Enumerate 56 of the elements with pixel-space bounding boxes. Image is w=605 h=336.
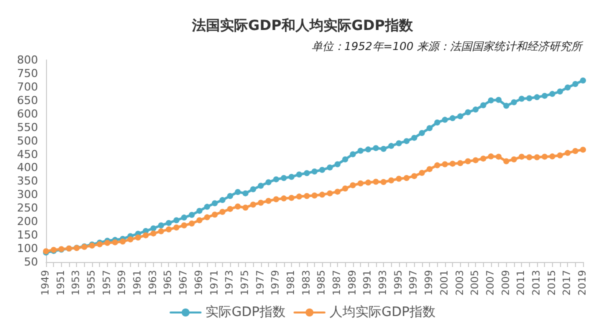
x-tick-label: 1999 xyxy=(424,270,436,296)
x-tick-label: 2013 xyxy=(531,270,542,296)
x-tick-label: 1983 xyxy=(301,270,312,296)
y-tick-label: 400 xyxy=(17,161,38,174)
x-tick-label: 2007 xyxy=(485,270,496,296)
y-tick-label: 750 xyxy=(17,66,38,80)
x-tick-label: 1961 xyxy=(132,270,144,296)
x-tick-label: 1971 xyxy=(209,270,220,296)
x-tick-label: 1955 xyxy=(86,270,98,296)
x-tick-label: 1963 xyxy=(148,270,159,296)
y-tick-label: 650 xyxy=(17,94,38,107)
x-tick-label: 1987 xyxy=(332,270,344,296)
legend-label: 人均实际GDP指数 xyxy=(330,305,436,320)
x-tick-label: 1949 xyxy=(40,270,52,296)
chart-title: 法国实际GDP和人均实际GDP指数 xyxy=(191,17,414,34)
y-tick-label: 50 xyxy=(24,256,38,268)
x-tick-label: 1977 xyxy=(255,270,266,296)
x-tick-label: 1975 xyxy=(240,270,251,296)
x-tick-label: 1995 xyxy=(393,270,404,296)
x-tick-label: 2011 xyxy=(516,270,528,296)
x-tick-label: 2003 xyxy=(454,270,466,296)
y-tick-label: 500 xyxy=(17,134,38,148)
legend-label: 实际GDP指数 xyxy=(206,305,286,320)
y-tick-label: 550 xyxy=(17,120,38,134)
y-tick-label: 700 xyxy=(17,80,38,94)
x-tick-label: 1953 xyxy=(71,270,82,296)
x-tick-label: 1991 xyxy=(362,270,374,296)
y-tick-label: 200 xyxy=(17,215,38,228)
x-tick-label: 1973 xyxy=(224,270,236,296)
x-tick-label: 2009 xyxy=(500,270,512,296)
y-tick-label: 300 xyxy=(17,188,38,202)
y-tick-label: 600 xyxy=(17,107,38,120)
x-tick-label: 2001 xyxy=(439,270,450,296)
x-tick-label: 2019 xyxy=(578,270,588,296)
x-tick-label: 2015 xyxy=(546,270,558,296)
x-tick-label: 1959 xyxy=(117,270,128,296)
x-tick-label: 1985 xyxy=(316,270,328,296)
x-tick-label: 1993 xyxy=(378,270,390,296)
y-tick-label: 100 xyxy=(17,242,38,256)
x-tick-label: 1951 xyxy=(56,270,67,296)
x-tick-label: 1981 xyxy=(286,270,297,296)
x-tick-label: 2017 xyxy=(562,270,574,296)
chart-subtitle: 单位：1952年=100 来源：法国国家统计和经济研究所 xyxy=(311,40,584,53)
y-tick-label: 350 xyxy=(17,174,38,188)
x-tick-label: 1965 xyxy=(163,270,174,296)
y-tick-label: 450 xyxy=(17,148,38,161)
x-tick-label: 1969 xyxy=(194,270,205,296)
y-tick-label: 150 xyxy=(17,228,38,242)
y-tick-label: 800 xyxy=(17,54,38,66)
x-tick-label: 1989 xyxy=(347,270,358,296)
x-tick-label: 2005 xyxy=(470,270,482,296)
x-tick-label: 1979 xyxy=(270,270,282,296)
x-tick-label: 1997 xyxy=(408,270,420,296)
x-tick-label: 1957 xyxy=(102,270,113,296)
y-tick-label: 250 xyxy=(17,202,38,215)
x-tick-label: 1967 xyxy=(178,270,190,296)
